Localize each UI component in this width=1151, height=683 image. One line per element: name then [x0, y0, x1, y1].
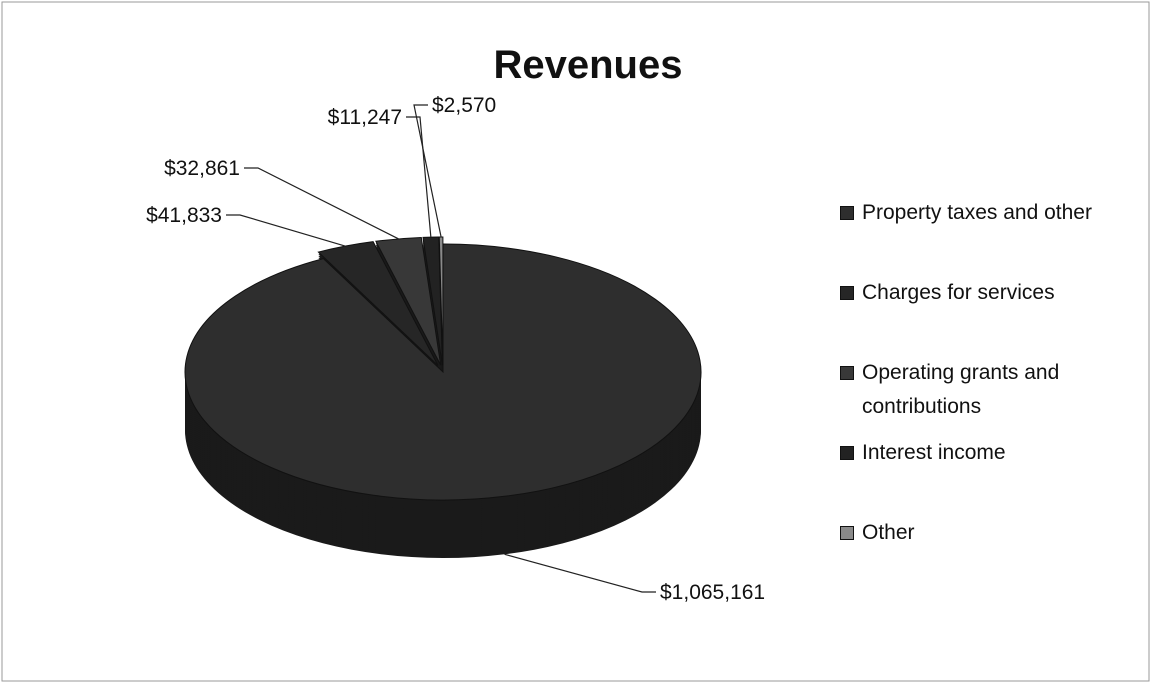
leader-line — [413, 104, 442, 238]
legend-item: Property taxes and other — [840, 196, 1140, 276]
legend-item: Other — [840, 516, 1140, 596]
slice — [422, 236, 443, 366]
leader-line — [244, 167, 399, 240]
slice — [184, 243, 702, 501]
legend-label: Other — [862, 521, 915, 544]
legend-swatch — [840, 286, 854, 300]
legend-swatch — [840, 206, 854, 220]
data-label: $2,570 — [432, 94, 496, 117]
slice — [438, 236, 444, 366]
slice — [375, 236, 442, 366]
legend-label: Operating grants and contributions — [862, 361, 1060, 418]
data-label: $41,833 — [146, 204, 222, 227]
data-label: $32,861 — [164, 157, 240, 180]
legend-item: Charges for services — [840, 276, 1140, 356]
legend-item: Interest income — [840, 436, 1140, 516]
legend-label: Interest income — [862, 441, 1006, 464]
data-label: $11,247 — [328, 106, 402, 129]
legend-label: Charges for services — [862, 281, 1055, 304]
leader-line — [226, 214, 346, 247]
legend: Property taxes and other Charges for serv… — [840, 196, 1140, 596]
legend-item: Operating grants and contributions — [840, 356, 1140, 436]
chart-title: Revenues — [494, 43, 683, 87]
leader-line — [406, 116, 432, 238]
legend-swatch — [840, 366, 854, 380]
legend-label: Property taxes and other — [862, 201, 1092, 224]
legend-swatch — [840, 446, 854, 460]
leader-line — [504, 553, 656, 593]
legend-swatch — [840, 526, 854, 540]
slice — [317, 241, 439, 366]
data-label: $1,065,161 — [660, 581, 765, 604]
